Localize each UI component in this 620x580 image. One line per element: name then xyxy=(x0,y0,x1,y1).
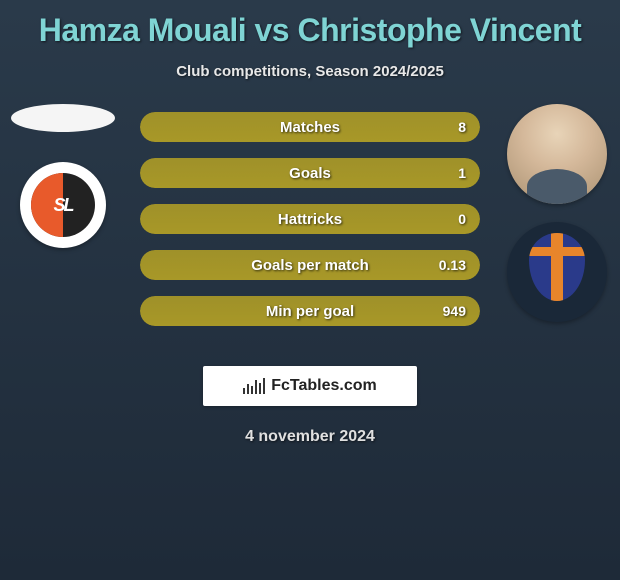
player-left-avatar-placeholder xyxy=(11,104,115,132)
stat-row: Matches8 xyxy=(140,112,480,142)
stat-label: Matches xyxy=(140,112,480,142)
club-badge-left: SL xyxy=(20,162,106,248)
club-badge-right-inner xyxy=(524,233,590,311)
stat-row: Min per goal949 xyxy=(140,296,480,326)
stat-label: Goals per match xyxy=(140,250,480,280)
club-badge-left-inner: SL xyxy=(31,173,95,237)
club-badge-right xyxy=(507,222,607,322)
page-title: Hamza Mouali vs Christophe Vincent xyxy=(0,0,620,49)
stat-value: 949 xyxy=(443,296,466,326)
page-subtitle: Club competitions, Season 2024/2025 xyxy=(0,63,620,80)
stat-value: 1 xyxy=(458,158,466,188)
stat-row: Hattricks0 xyxy=(140,204,480,234)
player-right-avatar xyxy=(507,104,607,204)
branding-text: FcTables.com xyxy=(271,377,377,395)
stat-value: 0 xyxy=(458,204,466,234)
stat-value: 8 xyxy=(458,112,466,142)
left-player-column: SL xyxy=(8,104,118,248)
stat-label: Hattricks xyxy=(140,204,480,234)
stat-row: Goals1 xyxy=(140,158,480,188)
club-badge-left-text: SL xyxy=(53,195,72,216)
stat-value: 0.13 xyxy=(439,250,466,280)
stat-label: Min per goal xyxy=(140,296,480,326)
club-badge-right-shield xyxy=(529,233,585,301)
chart-icon xyxy=(243,378,265,394)
branding-box: FcTables.com xyxy=(203,366,417,406)
stat-row: Goals per match0.13 xyxy=(140,250,480,280)
date-line: 4 november 2024 xyxy=(0,428,620,446)
stats-area: SL Matches8 Goals1 Hattricks0 Goals per mat… xyxy=(0,110,620,350)
right-player-column xyxy=(502,104,612,322)
stat-rows: Matches8Goals1Hattricks0Goals per match0… xyxy=(140,110,480,326)
stat-label: Goals xyxy=(140,158,480,188)
